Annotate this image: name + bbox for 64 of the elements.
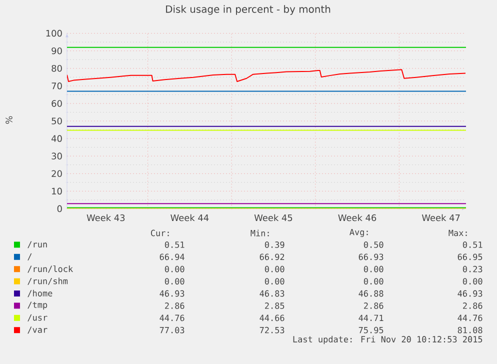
text: Last update: Fri Nov 20 10:12:53 2015 [293, 336, 482, 344]
text: 0.00 [364, 278, 384, 285]
legend-label: /usr [28, 314, 48, 322]
text: 2.86 [364, 302, 384, 309]
text: 46.93 [160, 290, 184, 297]
text: 0.51 [462, 242, 482, 248]
text: 81.08 [458, 326, 482, 334]
text: 66.94 [160, 254, 184, 260]
text: Max: [448, 230, 467, 236]
x-tick-label: Week 47 [422, 214, 460, 222]
text: 66.93 [358, 254, 384, 260]
text: Cur: [150, 230, 169, 236]
text: 0.51 [164, 242, 184, 248]
text: 0.00 [264, 266, 284, 272]
text: 46.93 [458, 290, 482, 297]
legend-label: /home [28, 290, 52, 298]
text: 44.71 [358, 314, 384, 321]
text: 77.03 [160, 326, 184, 334]
text: 0.00 [364, 266, 384, 272]
text: 44.76 [160, 314, 184, 322]
text: 0.23 [462, 266, 482, 272]
text: 0.00 [164, 266, 184, 272]
text: 75.95 [358, 326, 384, 334]
legend-label: / [28, 253, 32, 260]
y-tick-label: 30 [52, 152, 62, 160]
text: 72.53 [260, 326, 284, 334]
text: 2.85 [265, 302, 284, 309]
text: 0.39 [264, 242, 284, 248]
y-tick-label: 80 [52, 64, 62, 72]
x-tick-label: Week 44 [170, 214, 209, 222]
text: 46.83 [260, 290, 284, 297]
y-tick-label: 100 [46, 30, 62, 37]
text: Min: [250, 230, 269, 236]
text: 66.92 [260, 254, 284, 260]
y-tick-label: 90 [52, 47, 62, 54]
text: 2.86 [463, 302, 482, 309]
x-tick-label: Week 43 [86, 214, 125, 222]
y-tick-label: 0 [57, 205, 62, 212]
legend-label: /run [28, 241, 47, 248]
legend-label: /run/lock [28, 265, 73, 273]
legend-label: /run/shm [28, 278, 68, 285]
text: 0.00 [264, 278, 284, 285]
x-tick-label: Week 46 [338, 214, 376, 222]
y-tick-label: 60 [52, 100, 62, 107]
text: Avg: [350, 229, 368, 237]
line-series [67, 69, 466, 82]
y-tick-label: 50 [52, 118, 62, 124]
y-tick-label: 70 [52, 82, 62, 90]
legend-label: /tmp [28, 302, 48, 310]
y-tick-label: 10 [52, 188, 62, 195]
text: 0.50 [364, 242, 384, 248]
text: 66.95 [458, 254, 482, 260]
x-tick-label: Week 45 [254, 214, 292, 222]
y-tick-label: 40 [52, 135, 62, 142]
y-tick-label: 20 [52, 170, 62, 178]
text: 0.00 [164, 278, 184, 285]
text: 0.00 [462, 278, 482, 285]
text: 44.66 [260, 314, 284, 322]
chart-title: Disk usage in percent - by month [166, 5, 330, 15]
text: 44.76 [458, 314, 482, 322]
text: 2.86 [165, 302, 184, 309]
y-axis-title: % [6, 116, 12, 124]
legend-label: /var [28, 326, 48, 334]
text: 46.88 [358, 290, 384, 297]
